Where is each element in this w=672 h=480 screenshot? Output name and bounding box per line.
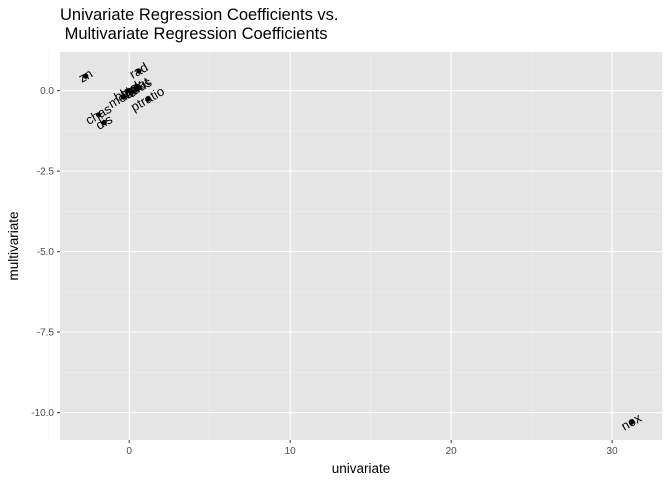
data-label-zn: zn [76, 66, 95, 86]
y-tick-label: -5.0 [37, 247, 55, 258]
chart-title: Univariate Regression Coefficients vs. M… [60, 6, 339, 43]
x-tick-label: 30 [607, 446, 619, 457]
x-tick-label: 0 [126, 446, 132, 457]
y-tick-label: -10.0 [31, 408, 54, 419]
data-point-nox [628, 419, 635, 425]
plot-panel [60, 52, 662, 440]
data-point-rad [136, 68, 142, 74]
x-tick-label: 10 [285, 446, 297, 457]
y-tick-label: -2.5 [37, 167, 55, 178]
y-tick-label: 0.0 [40, 86, 54, 97]
y-axis-title: multivariate [6, 211, 21, 280]
x-tick-label: 20 [446, 446, 458, 457]
data-point-ptratio [145, 96, 151, 102]
data-point-zn [83, 73, 89, 79]
x-axis-title: univariate [332, 461, 391, 476]
data-label-dis: dis [93, 111, 115, 133]
data-point-dis [101, 119, 107, 126]
data-point-medv [120, 94, 127, 100]
y-tick-label: -7.5 [37, 328, 55, 339]
data-point-lstat [135, 84, 141, 90]
data-point-chas [96, 112, 102, 118]
data-point-black [125, 88, 132, 94]
